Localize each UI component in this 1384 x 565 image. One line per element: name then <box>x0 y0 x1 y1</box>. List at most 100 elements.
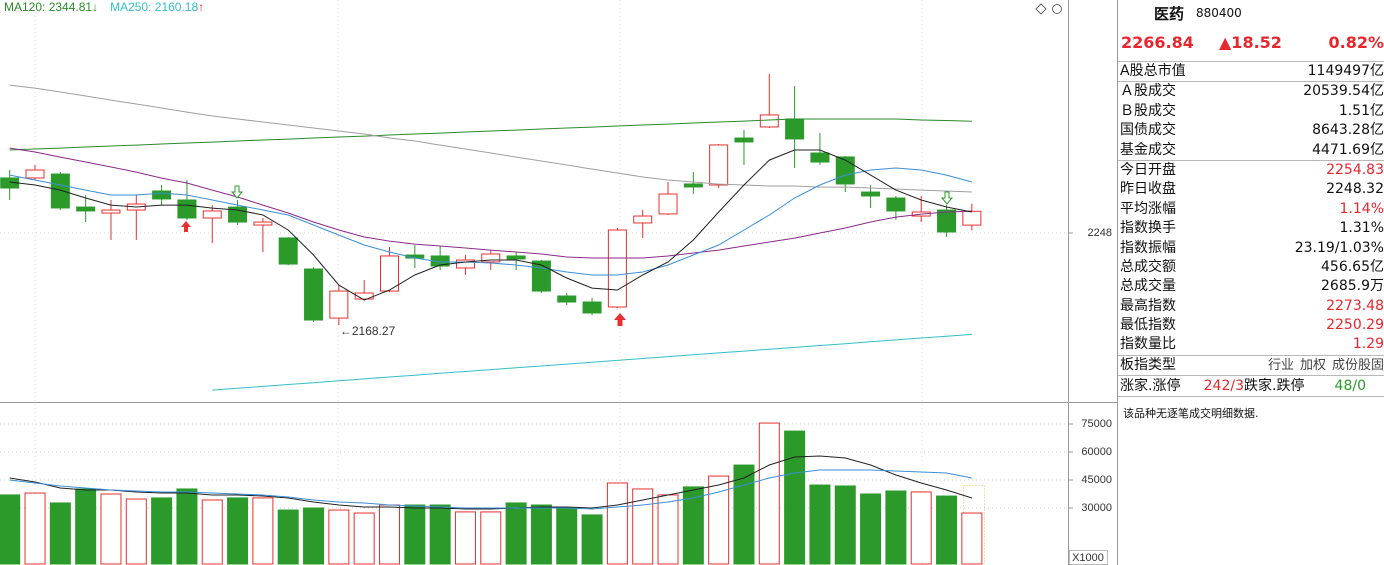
stat-row: 基金成交 4471.69亿 <box>1118 141 1384 160</box>
board-label: 板指类型 <box>1120 356 1176 373</box>
ma-line <box>9 167 973 276</box>
settings-icon[interactable] <box>1052 4 1062 14</box>
candle-body <box>759 114 779 128</box>
volume-bar <box>784 430 806 565</box>
ma-line <box>9 469 972 510</box>
breadth-row: 涨家.涨停 242/3 跌家.跌停 48/0 <box>1118 375 1384 396</box>
stat-label: 最低指数 <box>1120 317 1176 334</box>
stat-label: Ａ股成交 <box>1120 83 1176 100</box>
stat-row: 国债成交 8643.28亿 <box>1118 121 1384 140</box>
zoom-icon[interactable] <box>1035 3 1047 15</box>
board-option: 加权 <box>1299 357 1326 373</box>
stat-row: A股总市值 1149497亿 <box>1118 62 1384 81</box>
index-name: 医药 <box>1154 5 1185 23</box>
unit-label: X1000 <box>1072 552 1104 564</box>
change-pct: 0.82% <box>1328 33 1384 52</box>
volume-bar <box>733 464 755 565</box>
candle-body <box>658 193 678 215</box>
ma-line <box>9 84 972 193</box>
stat-value: 2273.48 <box>1326 297 1384 314</box>
volume-bar <box>227 497 249 565</box>
stat-value: 2254.83 <box>1326 161 1384 178</box>
volume-bar <box>201 499 223 565</box>
sell-signal <box>230 185 244 199</box>
volume-bar <box>353 512 375 565</box>
candle-body <box>886 197 906 212</box>
legend-entry: MA250: 2160.18↑ <box>110 0 204 14</box>
stat-label: 昨日收盘 <box>1120 181 1176 198</box>
candle-body <box>329 290 349 319</box>
volume-bar <box>758 422 780 565</box>
stat-row: 指数量比 1.29 <box>1118 335 1384 354</box>
volume-bar <box>328 509 350 565</box>
note: 该品种无逐笔成交明细数据. <box>1118 396 1384 421</box>
stat-value: 2250.29 <box>1326 317 1384 334</box>
stat-row: 平均涨幅 1.14% <box>1118 200 1384 219</box>
volume-bar <box>910 491 932 565</box>
volume-bar <box>100 493 122 565</box>
breadth-label: 涨家.涨停 <box>1120 378 1181 395</box>
volume-bar <box>404 504 426 565</box>
breadth-value: 242/3 <box>1203 378 1244 395</box>
ma-line <box>9 149 972 301</box>
legend-arrow: ↑ <box>198 0 204 14</box>
volume-bar <box>581 514 603 565</box>
stat-label: 平均涨幅 <box>1120 200 1176 217</box>
ma-line <box>9 118 972 151</box>
candle-body <box>962 210 982 226</box>
stat-label: 指数振幅 <box>1120 239 1176 256</box>
stat-value: 8643.28亿 <box>1312 122 1384 139</box>
stat-group: A股总市值 1149497亿 <box>1118 61 1384 81</box>
buy-signal <box>181 221 191 232</box>
volume-bar <box>505 502 527 565</box>
board-options: 行业 加权 成份股固 <box>1262 356 1384 375</box>
candle-body <box>481 253 501 263</box>
stat-group: 今日开盘 2254.83 昨日收盘 2248.32 平均涨幅 1.14% 指数换手 1.31%… <box>1118 159 1384 355</box>
candle-body <box>607 229 627 308</box>
stat-label: 最高指数 <box>1120 297 1176 314</box>
volume-bar <box>49 502 71 565</box>
volume-bar <box>632 488 654 565</box>
stat-value: 1149497亿 <box>1307 63 1384 79</box>
stat-label: 指数量比 <box>1120 336 1176 353</box>
volume-bar <box>125 498 147 565</box>
stat-row: 总成交额 456.65亿 <box>1118 258 1384 277</box>
stat-value: 456.65亿 <box>1321 258 1384 275</box>
candle-body <box>861 191 881 197</box>
volume-bar <box>454 511 476 565</box>
volume-bar <box>885 490 907 565</box>
candle-body <box>683 183 703 188</box>
candle-body <box>937 209 957 233</box>
candle-body <box>177 199 197 219</box>
stat-row: 昨日收盘 2248.32 <box>1118 180 1384 199</box>
candle-body <box>76 206 96 212</box>
volume-bar <box>708 475 730 565</box>
volume-bar <box>480 511 502 565</box>
y-tick-label: 60000 <box>1081 446 1112 458</box>
candle-body <box>380 255 399 292</box>
volume-bar <box>252 497 274 565</box>
stat-label: 总成交额 <box>1120 258 1176 275</box>
y-tick-label: 2248 <box>1088 227 1112 239</box>
candle-body <box>506 255 526 260</box>
stat-value: 2685.9万 <box>1321 278 1384 295</box>
stat-label: 总成交量 <box>1120 278 1176 295</box>
stat-row: 总成交量 2685.9万 <box>1118 277 1384 296</box>
stat-label: 指数换手 <box>1120 220 1176 237</box>
volume-bar <box>657 494 679 565</box>
stat-value: 23.19/1.03% <box>1294 239 1384 256</box>
breadth-label: 跌家.跌停 <box>1244 378 1305 395</box>
candle-body <box>734 137 754 143</box>
volume-bar <box>379 504 400 565</box>
candle-body <box>101 209 121 214</box>
volume-bar <box>75 488 97 565</box>
sell-signal <box>940 191 954 205</box>
chart: 2248 30000 45000 60000 75000 MA120: 2344.81↓… <box>0 0 1118 565</box>
candle-body <box>582 301 602 314</box>
stat-label: Ｂ股成交 <box>1120 102 1176 119</box>
price-row: 2266.84 ▲18.52 0.82% <box>1118 28 1384 60</box>
candle-body <box>304 268 324 321</box>
index-code: 880400 <box>1196 6 1242 20</box>
stat-row: Ａ股成交 20539.54亿 <box>1118 82 1384 101</box>
breadth-value: 48/0 <box>1334 378 1366 395</box>
